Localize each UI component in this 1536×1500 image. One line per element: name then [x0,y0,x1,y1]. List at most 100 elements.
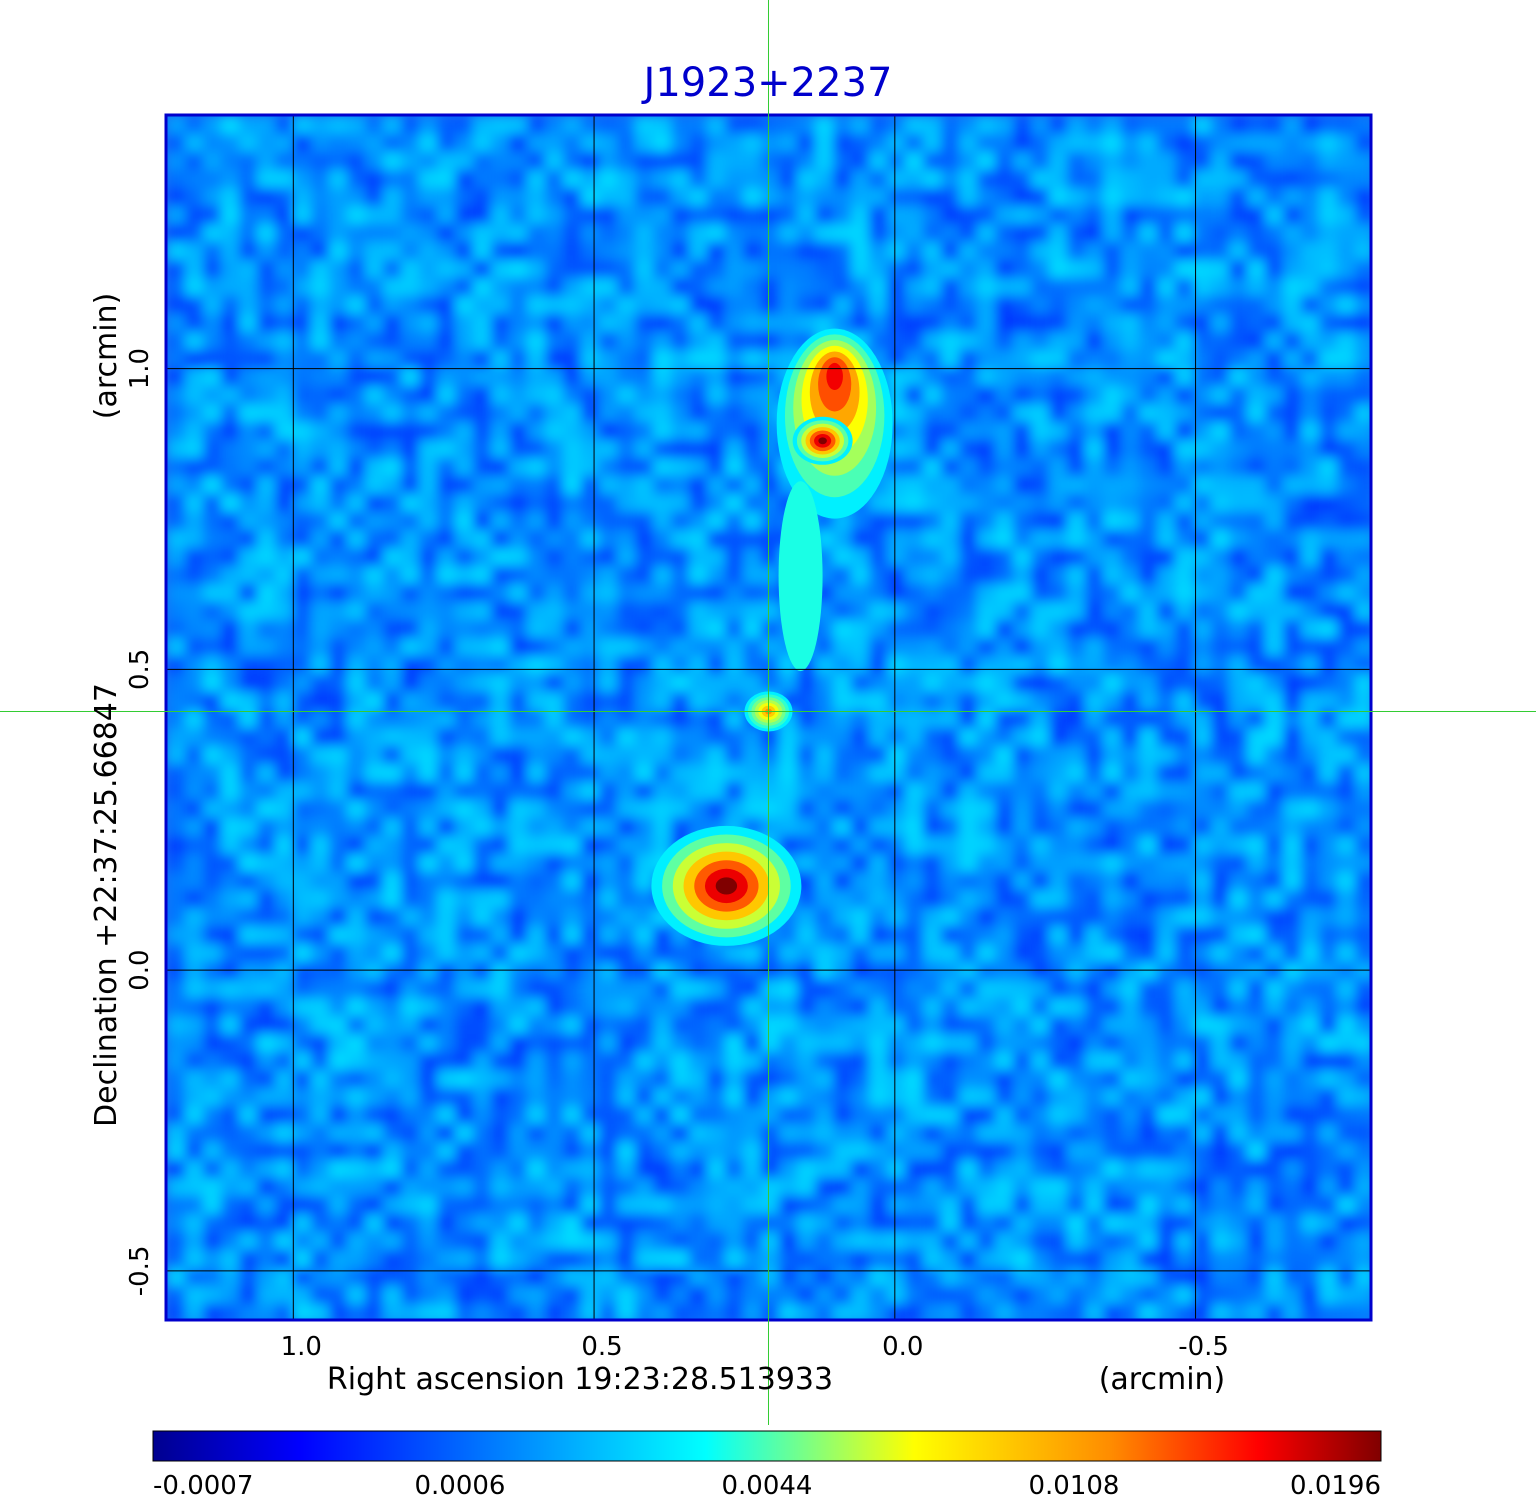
noise-cell [1085,638,1104,657]
noise-cell [1139,296,1158,315]
noise-cell [1247,962,1266,981]
noise-cell [689,1304,708,1319]
noise-cell [689,1106,708,1125]
noise-cell [1067,890,1086,909]
noise-cell [167,530,186,549]
noise-cell [959,1124,978,1143]
noise-cell [923,980,942,999]
noise-cell [1067,278,1086,297]
noise-cell [545,1034,564,1053]
noise-cell [761,638,780,657]
noise-cell [221,782,240,801]
noise-cell [977,350,996,369]
noise-cell [923,386,942,405]
noise-cell [185,548,204,567]
noise-cell [1229,836,1248,855]
noise-cell [329,206,348,225]
noise-cell [455,890,474,909]
noise-cell [977,764,996,783]
noise-cell [455,206,474,225]
noise-cell [977,926,996,945]
noise-cell [1319,998,1338,1017]
noise-cell [797,296,816,315]
noise-cell [1355,926,1370,945]
noise-cell [959,1196,978,1215]
noise-cell [707,656,726,675]
noise-cell [635,314,654,333]
noise-cell [473,890,492,909]
noise-cell [239,980,258,999]
noise-cell [167,1232,186,1251]
noise-cell [383,386,402,405]
noise-cell [995,1088,1014,1107]
noise-cell [239,368,258,387]
noise-cell [1139,134,1158,153]
noise-cell [239,206,258,225]
noise-cell [455,260,474,279]
noise-cell [1319,1160,1338,1179]
noise-cell [923,692,942,711]
noise-cell [869,854,888,873]
noise-cell [977,1214,996,1233]
noise-cell [833,1124,852,1143]
noise-cell [941,656,960,675]
noise-cell [563,818,582,837]
noise-cell [1121,1214,1140,1233]
noise-cell [977,800,996,819]
noise-cell [1337,458,1356,477]
noise-cell [329,386,348,405]
noise-cell [437,962,456,981]
noise-cell [473,998,492,1017]
noise-cell [815,1142,834,1161]
noise-cell [743,1016,762,1035]
noise-cell [1139,1286,1158,1305]
noise-cell [491,836,510,855]
noise-cell [545,548,564,567]
noise-cell [887,908,906,927]
noise-cell [401,872,420,891]
noise-cell [1283,116,1302,135]
noise-cell [1283,1106,1302,1125]
noise-cell [1301,638,1320,657]
noise-cell [563,1070,582,1089]
noise-cell [293,1142,312,1161]
noise-cell [599,1304,618,1319]
noise-cell [527,548,546,567]
noise-cell [581,1088,600,1107]
noise-cell [977,242,996,261]
noise-cell [905,926,924,945]
noise-cell [1121,1250,1140,1269]
noise-cell [941,890,960,909]
noise-cell [1337,134,1356,153]
noise-cell [1265,602,1284,621]
noise-cell [203,674,222,693]
noise-cell [221,1232,240,1251]
noise-cell [1121,980,1140,999]
noise-cell [365,980,384,999]
noise-cell [635,692,654,711]
noise-cell [977,224,996,243]
noise-cell [401,458,420,477]
noise-cell [509,1106,528,1125]
noise-cell [563,692,582,711]
noise-cell [167,260,186,279]
noise-cell [203,1106,222,1125]
noise-cell [923,566,942,585]
noise-cell [1337,188,1356,207]
noise-cell [1103,1232,1122,1251]
noise-cell [221,1016,240,1035]
noise-cell [995,368,1014,387]
noise-cell [1211,566,1230,585]
noise-cell [1067,962,1086,981]
noise-cell [1085,692,1104,711]
noise-cell [1355,818,1370,837]
noise-cell [1067,422,1086,441]
noise-cell [419,782,438,801]
noise-cell [905,422,924,441]
noise-cell [905,1034,924,1053]
noise-cell [959,278,978,297]
noise-cell [995,314,1014,333]
noise-cell [293,872,312,891]
noise-cell [1121,818,1140,837]
noise-cell [1211,152,1230,171]
